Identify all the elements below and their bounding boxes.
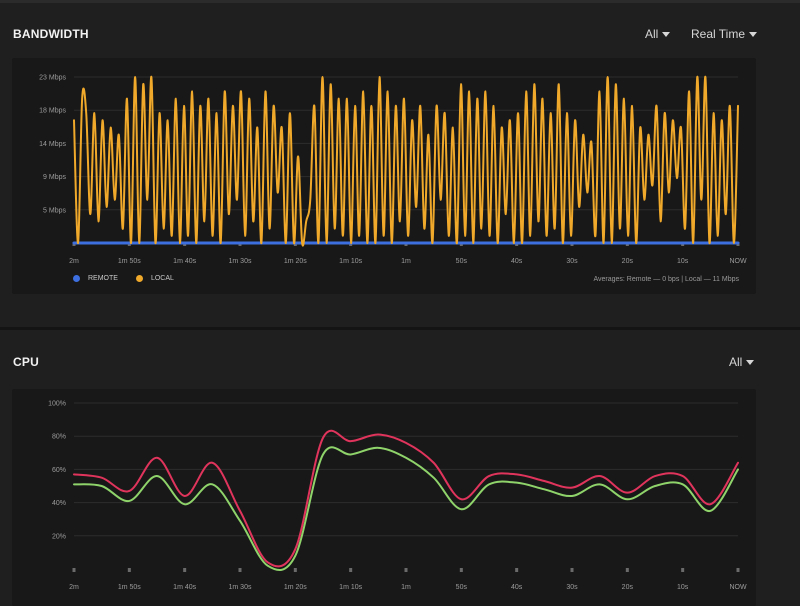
caret-down-icon [746,360,755,365]
x-tick-label: 1m 30s [229,258,252,265]
x-tick-label: 20s [622,584,634,591]
y-tick-label: 5 Mbps [43,207,66,214]
remote-dot-icon [73,275,80,282]
y-tick-label: 100% [48,401,66,408]
x-tick-mark [625,568,629,572]
x-tick-label: 1m 40s [173,258,196,265]
bandwidth-section: BANDWIDTH All Real Time 5 Mbps 9 Mbps 14 M… [0,3,800,327]
y-tick-label: 60% [52,467,66,474]
y-tick-label: 40% [52,500,66,507]
x-tick-label: 1m 20s [284,584,307,591]
legend-item-local[interactable]: LOCAL [135,275,174,282]
x-tick-label: 40s [511,584,523,591]
legend-item-remote[interactable]: REMOTE [73,275,118,282]
legend-label-local: LOCAL [150,275,174,282]
x-tick-label: 2m [69,584,79,591]
x-tick-label: 10s [677,258,689,265]
x-tick-mark [570,568,574,572]
x-tick-mark [293,568,297,572]
y-tick-label: 9 Mbps [43,174,66,181]
y-tick-label: 20% [52,533,66,540]
x-tick-label: 30s [566,584,578,591]
x-tick-label: 1m 20s [284,258,307,265]
bandwidth-legend: REMOTE LOCAL [73,275,192,282]
series-line-1 [73,429,739,568]
x-tick-label: 1m [401,584,411,591]
bandwidth-chart-svg: 5 Mbps 9 Mbps 14 Mbps 18 Mbps 23 Mbps 2m 1m 50… [39,75,747,266]
x-tick-label: 1m [401,258,411,265]
bandwidth-range-label: Real Time [691,27,746,41]
bandwidth-range-dropdown[interactable]: Real Time [691,27,758,41]
x-tick-label: NOW [729,258,747,265]
x-tick-label: 50s [456,258,468,265]
bandwidth-filter-dropdown[interactable]: All [645,27,671,41]
cpu-title: CPU [13,355,39,369]
bandwidth-filter-label: All [645,27,659,41]
x-tick-label: 1m 40s [173,584,196,591]
x-tick-mark [349,568,353,572]
y-tick-label: 23 Mbps [39,75,66,82]
x-tick-label: 1m 50s [118,584,141,591]
cpu-chart-svg: 20% 40% 60% 80% 100% 2m 1m 50s 1m 40s 1m 30s 1m 2… [48,401,747,592]
bandwidth-chart: 5 Mbps 9 Mbps 14 Mbps 18 Mbps 23 Mbps 2m 1m 50… [12,58,756,294]
x-tick-label: 30s [566,258,578,265]
x-tick-mark [459,568,463,572]
x-tick-label: 1m 50s [118,258,141,265]
y-tick-label: 18 Mbps [39,108,66,115]
top-strip [0,0,800,3]
x-tick-mark [404,568,408,572]
x-tick-label: 1m 10s [339,584,362,591]
cpu-section: CPU All 20% 40% 60% 80% 100% 2m 1m 50s 1m 40s 1m… [0,330,800,606]
caret-down-icon [749,32,758,37]
x-tick-mark [72,568,76,572]
y-tick-label: 80% [52,434,66,441]
cpu-chart: 20% 40% 60% 80% 100% 2m 1m 50s 1m 40s 1m 30s 1m 2… [12,389,756,606]
y-tick-label: 14 Mbps [39,141,66,148]
x-tick-mark [736,568,740,572]
x-tick-label: 1m 10s [339,258,362,265]
x-tick-label: 10s [677,584,689,591]
section-divider [0,327,800,330]
bandwidth-title: BANDWIDTH [13,27,89,41]
x-tick-label: 2m [69,258,79,265]
x-tick-label: NOW [729,584,747,591]
legend-label-remote: REMOTE [88,275,118,282]
x-tick-mark [515,568,519,572]
x-tick-label: 1m 30s [229,584,252,591]
x-tick-mark [681,568,685,572]
cpu-filter-dropdown[interactable]: All [729,355,755,369]
x-tick-mark [127,568,131,572]
series-line-local [73,75,739,247]
local-dot-icon [135,275,143,282]
x-tick-mark [238,568,242,572]
x-tick-label: 20s [622,258,634,265]
x-tick-mark [183,568,187,572]
bandwidth-averages: Averages: Remote — 0 bps | Local — 11 Mb… [593,276,739,283]
x-tick-label: 50s [456,584,468,591]
x-tick-label: 40s [511,258,523,265]
caret-down-icon [662,32,671,37]
cpu-filter-label: All [729,355,743,369]
series-line-0 [73,446,739,571]
